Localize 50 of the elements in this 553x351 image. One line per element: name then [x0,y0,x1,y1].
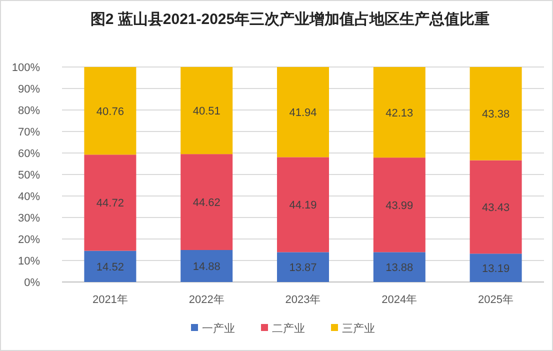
y-tick-label: 80% [18,105,40,117]
bar [470,67,522,160]
data-label: 14.88 [192,261,220,274]
bar [84,250,136,282]
x-tick-label: 2021年 [92,294,128,306]
y-tick-label: 30% [18,212,40,224]
data-label: 41.94 [289,107,317,120]
data-label: 13.88 [386,262,414,274]
y-tick-label: 40% [18,191,40,203]
bar [84,67,136,155]
bar [373,252,426,282]
y-tick-label: 0% [24,277,40,289]
data-label: 42.13 [386,107,414,120]
y-tick-label: 90% [18,84,40,96]
bar [180,250,233,282]
data-label: 40.51 [192,106,220,118]
data-label: 43.99 [386,200,414,212]
x-tick-label: 2024年 [382,294,418,306]
bar [277,157,329,252]
data-label: 14.52 [96,261,124,274]
x-tick-label: 2022年 [188,294,224,306]
data-label: 44.62 [192,197,220,210]
data-label: 43.43 [482,202,510,214]
bar [470,254,522,282]
data-label: 44.72 [96,198,124,210]
bar [373,67,426,158]
chart-title: 图2 蓝山县2021-2025年三次产业增加值占地区生产总值比重 [90,11,490,28]
y-tick-label: 70% [18,126,40,138]
legend-label: 二产业 [272,322,305,335]
bar [84,154,136,251]
bar [277,252,329,282]
bar [277,67,329,158]
legend-label: 三产业 [342,322,375,335]
data-label: 43.38 [482,108,510,121]
data-label: 44.19 [289,200,317,212]
bar [373,158,426,252]
y-tick-label: 60% [18,148,40,160]
y-tick-label: 20% [18,234,40,246]
y-tick-label: 50% [18,170,40,182]
bar [180,66,233,154]
y-tick-label: 10% [18,256,40,268]
bar [470,160,522,254]
x-tick-label: 2023年 [285,294,321,306]
legend-label: 一产业 [202,322,235,335]
x-tick-label: 2025年 [478,294,514,306]
data-label: 13.19 [482,262,510,275]
data-label: 13.87 [289,262,317,274]
data-label: 40.76 [96,106,124,118]
bar [180,154,233,250]
y-tick-label: 100% [12,62,40,74]
